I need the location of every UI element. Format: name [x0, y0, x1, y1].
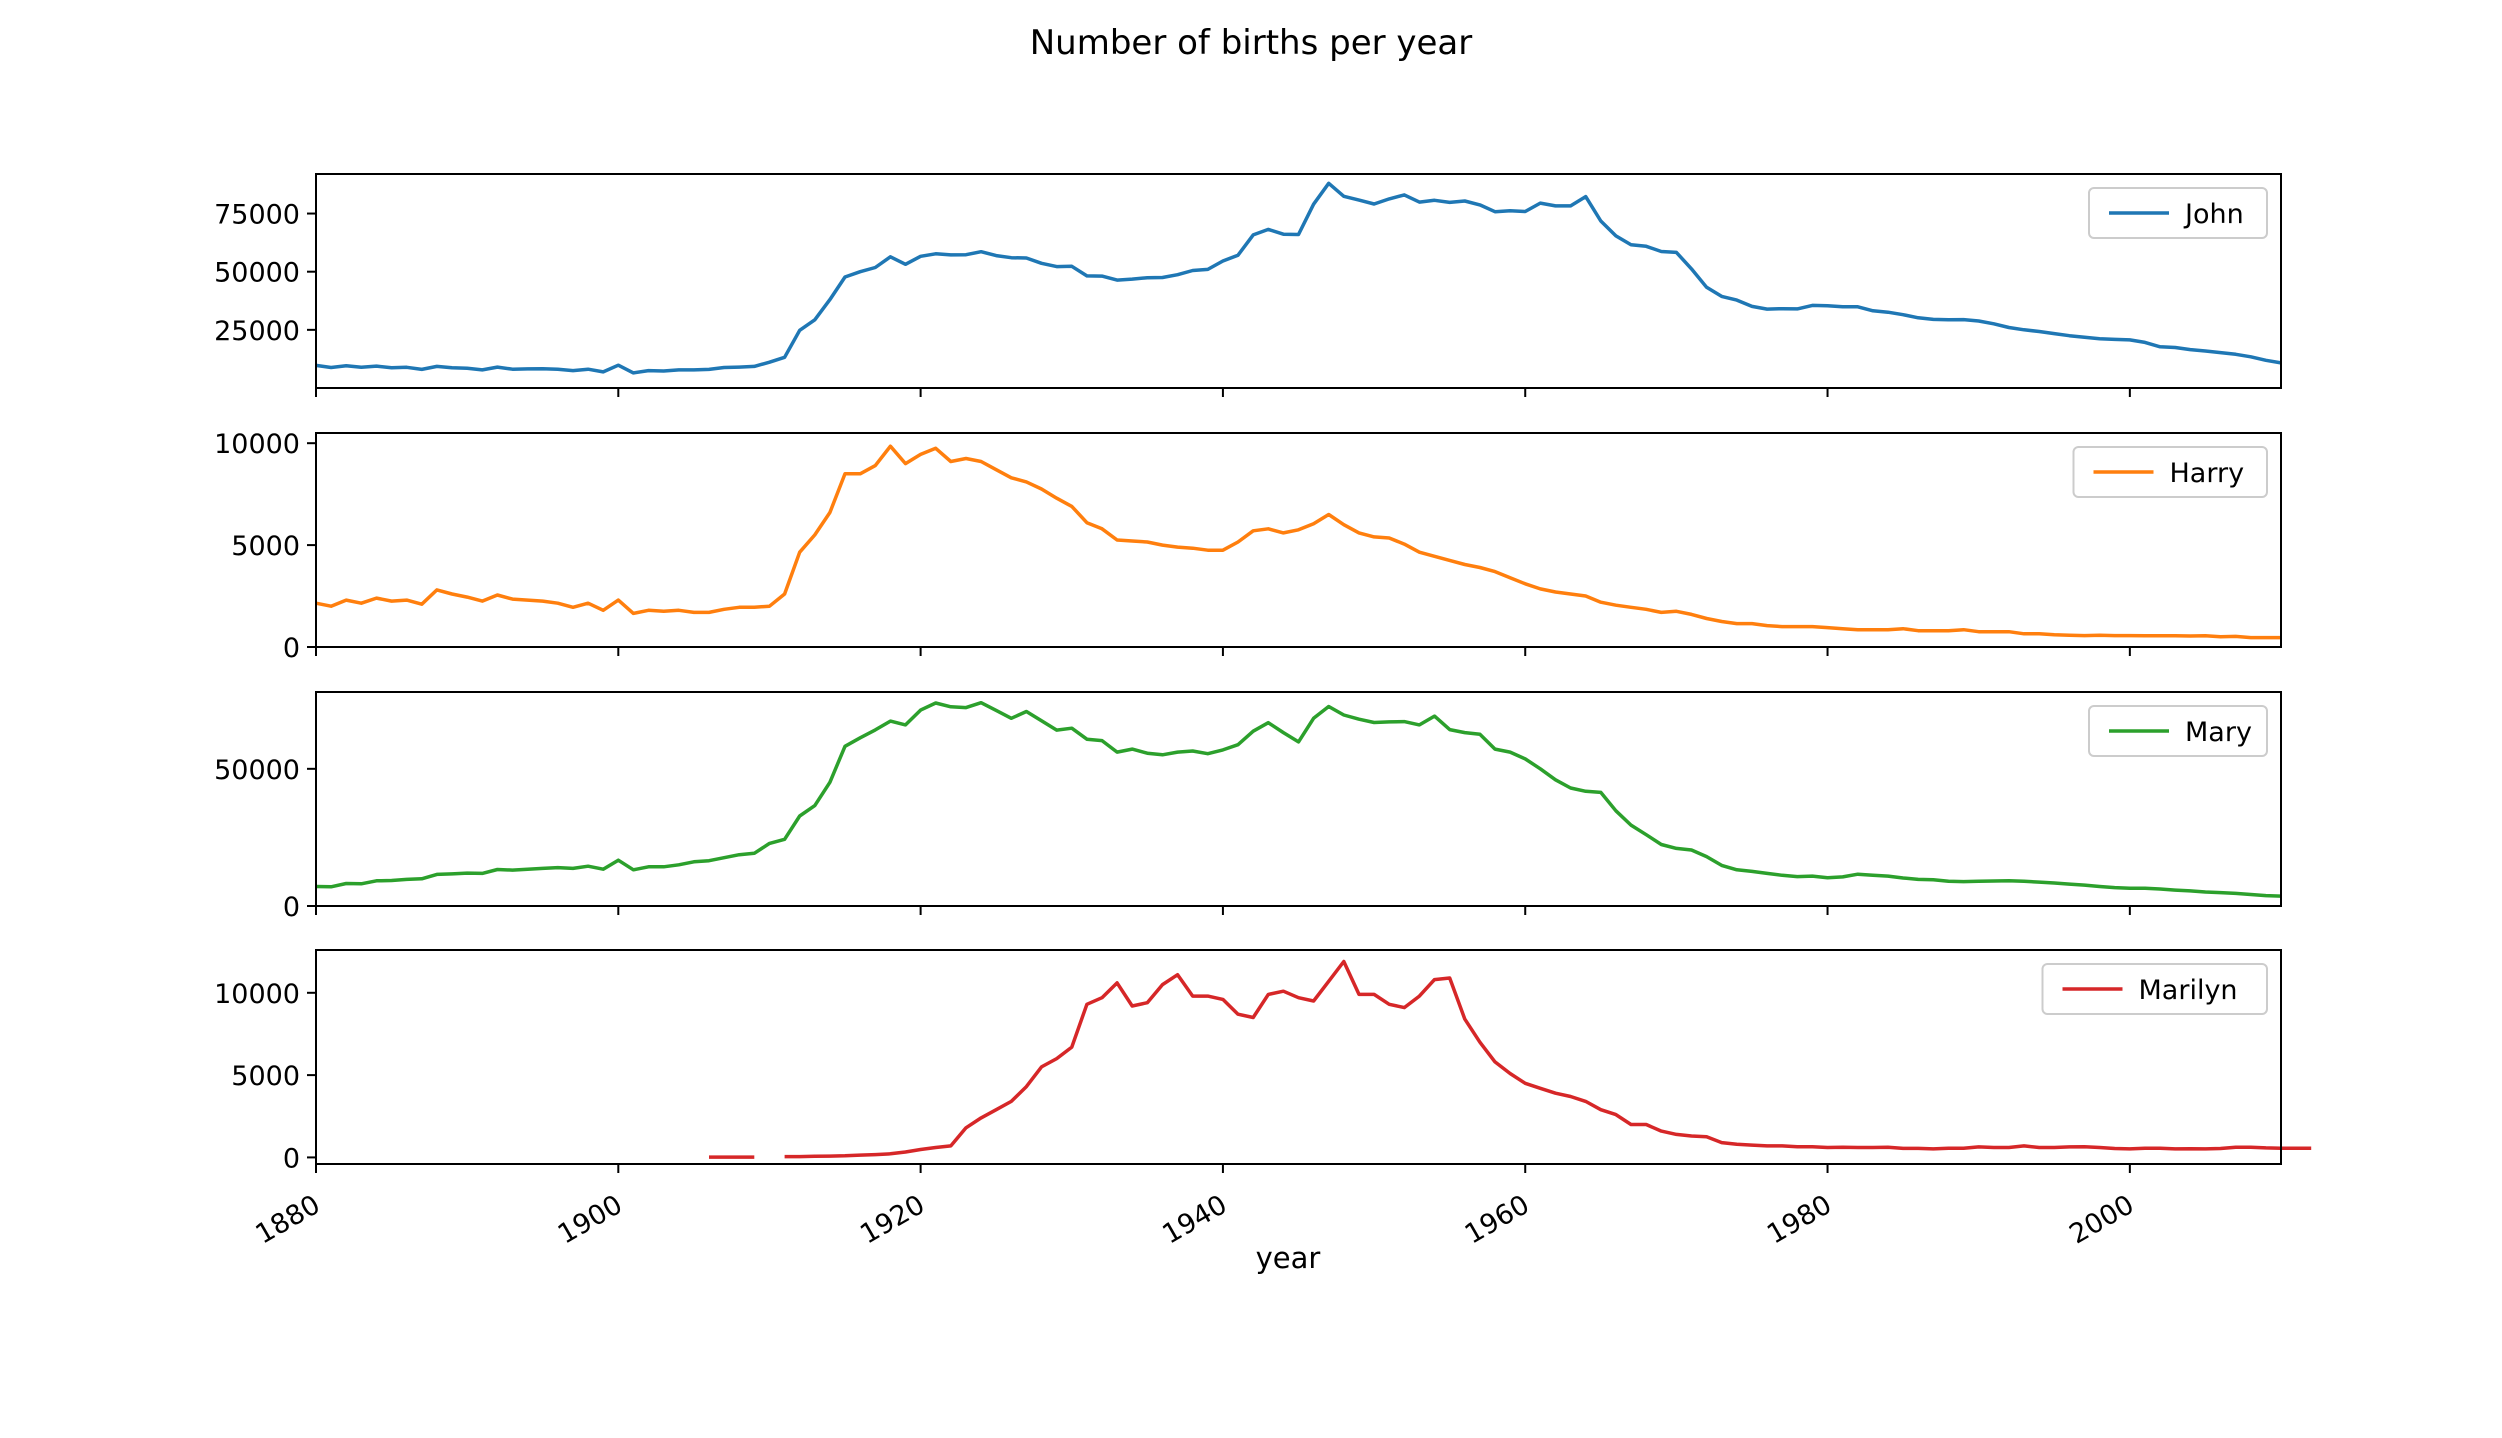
y-tick-label: 0	[283, 1143, 300, 1174]
x-axis-label: year	[1256, 1241, 1321, 1275]
y-tick-label: 5000	[231, 1061, 300, 1092]
x-tick-label: 1880	[250, 1189, 325, 1250]
x-tick-label: 2000	[2064, 1189, 2139, 1250]
legend-marilyn: Marilyn	[2041, 963, 2268, 1015]
legend-label: Marilyn	[2139, 975, 2238, 1006]
y-tick-label: 10000	[214, 979, 300, 1010]
legend-harry: Harry	[2072, 446, 2268, 498]
series-line-john	[315, 181, 2282, 375]
x-axis: 1880 1900 1920 1940 1960 1980 2000	[250, 1189, 2139, 1250]
legend-box	[2088, 187, 2268, 239]
axes-frame	[315, 173, 2282, 389]
series-line-mary	[315, 700, 2282, 898]
legend-label: Harry	[2170, 458, 2245, 489]
legend-label: John	[2183, 199, 2244, 230]
y-tick-label: 25000	[214, 316, 300, 347]
figure-title: Number of births per year	[1030, 23, 1473, 63]
series-line-marilyn	[709, 959, 2312, 1159]
series-line-harry	[315, 444, 2281, 640]
x-tick-label: 1940	[1157, 1189, 1232, 1250]
legend-box	[2088, 705, 2268, 757]
axes-frame	[315, 432, 2282, 648]
y-tick-label: 50000	[214, 755, 300, 786]
y-tick-label: 0	[283, 892, 300, 923]
y-tick-label: 10000	[214, 429, 300, 460]
legend-john: John	[2088, 187, 2268, 239]
y-tick-label: 50000	[214, 258, 300, 289]
x-tick-label: 1920	[855, 1189, 930, 1250]
y-tick-label: 0	[283, 633, 300, 664]
legend-mary: Mary	[2088, 705, 2268, 757]
panel-john: 25000 50000 75000 John	[214, 173, 2282, 397]
axes-frame	[315, 691, 2282, 907]
legend-label: Mary	[2185, 717, 2252, 748]
y-tick-label: 75000	[214, 200, 300, 231]
panel-marilyn: 0 5000 10000 Marilyn	[214, 949, 2312, 1174]
legend-box	[2072, 446, 2268, 498]
x-tick-label: 1980	[1762, 1189, 1837, 1250]
x-tick-label: 1900	[553, 1189, 628, 1250]
legend-box	[2041, 963, 2268, 1015]
panel-mary: 0 50000 Mary	[214, 691, 2282, 923]
axes-frame	[315, 949, 2282, 1165]
y-tick-label: 5000	[231, 531, 300, 562]
panel-harry: 0 5000 10000 Harry	[214, 429, 2282, 664]
x-tick-label: 1960	[1460, 1189, 1535, 1250]
